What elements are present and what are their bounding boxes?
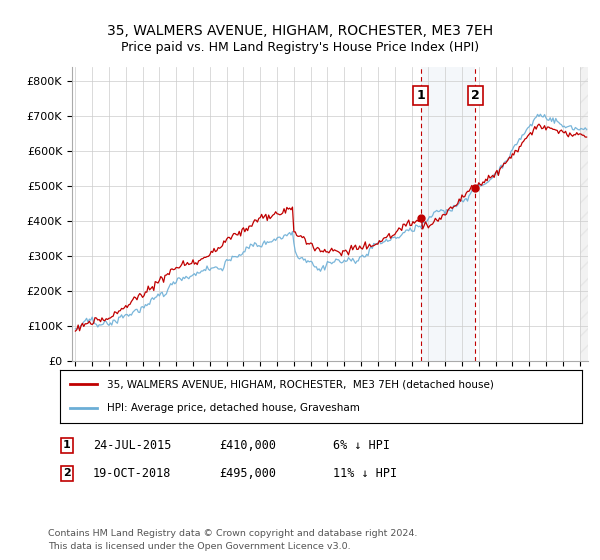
Text: 11% ↓ HPI: 11% ↓ HPI [333, 466, 397, 480]
Bar [580, 67, 588, 361]
Text: 24-JUL-2015: 24-JUL-2015 [93, 438, 172, 452]
Bar [421, 67, 475, 361]
Text: 19-OCT-2018: 19-OCT-2018 [93, 466, 172, 480]
Text: 1: 1 [63, 440, 71, 450]
Text: Contains HM Land Registry data © Crown copyright and database right 2024.
This d: Contains HM Land Registry data © Crown c… [48, 529, 418, 550]
Text: 1: 1 [416, 88, 425, 102]
Text: £495,000: £495,000 [219, 466, 276, 480]
Text: £410,000: £410,000 [219, 438, 276, 452]
Text: 6% ↓ HPI: 6% ↓ HPI [333, 438, 390, 452]
Text: Price paid vs. HM Land Registry's House Price Index (HPI): Price paid vs. HM Land Registry's House … [121, 41, 479, 54]
Text: 2: 2 [63, 468, 71, 478]
Text: HPI: Average price, detached house, Gravesham: HPI: Average price, detached house, Grav… [107, 403, 360, 413]
Text: 35, WALMERS AVENUE, HIGHAM, ROCHESTER,  ME3 7EH (detached house): 35, WALMERS AVENUE, HIGHAM, ROCHESTER, M… [107, 380, 494, 390]
Text: 2: 2 [471, 88, 480, 102]
Text: 35, WALMERS AVENUE, HIGHAM, ROCHESTER, ME3 7EH: 35, WALMERS AVENUE, HIGHAM, ROCHESTER, M… [107, 24, 493, 38]
